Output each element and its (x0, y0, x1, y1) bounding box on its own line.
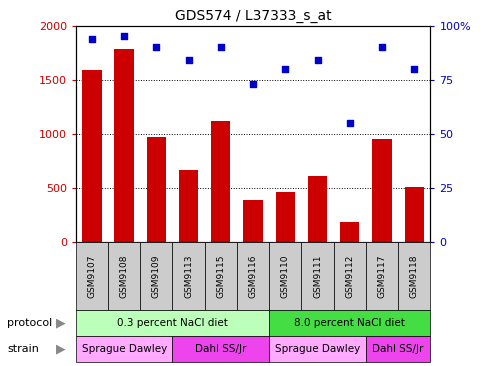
Bar (307, 176, 326, 242)
Bar (211, 121, 230, 242)
Text: Dahl SS/Jr: Dahl SS/Jr (195, 344, 246, 354)
Point (152, 44, 160, 50)
FancyBboxPatch shape (172, 336, 268, 362)
Text: GSM9108: GSM9108 (120, 255, 128, 298)
Bar (404, 187, 423, 242)
Bar (179, 170, 198, 242)
FancyBboxPatch shape (76, 310, 268, 336)
Point (184, 57, 192, 63)
FancyBboxPatch shape (172, 242, 204, 310)
Text: 8.0 percent NaCl diet: 8.0 percent NaCl diet (294, 318, 405, 328)
Point (345, 120, 353, 126)
FancyBboxPatch shape (237, 242, 268, 310)
Text: GSM9118: GSM9118 (409, 255, 418, 298)
FancyBboxPatch shape (365, 242, 397, 310)
Bar (243, 200, 262, 242)
FancyBboxPatch shape (268, 242, 301, 310)
Text: GSM9116: GSM9116 (248, 255, 257, 298)
FancyBboxPatch shape (204, 242, 237, 310)
FancyBboxPatch shape (301, 242, 333, 310)
Text: 0.3 percent NaCl diet: 0.3 percent NaCl diet (117, 318, 227, 328)
Bar (146, 137, 166, 242)
FancyBboxPatch shape (268, 336, 365, 362)
FancyBboxPatch shape (268, 310, 429, 336)
Text: ▶: ▶ (56, 343, 66, 356)
Text: GSM9113: GSM9113 (183, 255, 193, 298)
Text: protocol: protocol (7, 318, 53, 328)
FancyBboxPatch shape (397, 242, 429, 310)
Text: GSM9107: GSM9107 (87, 255, 96, 298)
Text: GSM9112: GSM9112 (345, 255, 353, 298)
Text: GSM9109: GSM9109 (152, 255, 161, 298)
Point (217, 44, 224, 50)
FancyBboxPatch shape (140, 242, 172, 310)
Text: GSM9117: GSM9117 (377, 255, 386, 298)
Text: strain: strain (7, 344, 39, 354)
Text: ▶: ▶ (56, 317, 66, 330)
Text: Sprague Dawley: Sprague Dawley (274, 344, 359, 354)
Point (248, 81, 257, 87)
Title: GDS574 / L37333_s_at: GDS574 / L37333_s_at (174, 9, 331, 23)
Bar (339, 222, 359, 242)
FancyBboxPatch shape (333, 242, 365, 310)
Bar (275, 193, 294, 242)
Bar (114, 49, 134, 242)
Point (313, 57, 321, 63)
FancyBboxPatch shape (76, 336, 172, 362)
Text: Dahl SS/Jr: Dahl SS/Jr (372, 344, 423, 354)
Text: GSM9111: GSM9111 (312, 255, 322, 298)
FancyBboxPatch shape (365, 336, 429, 362)
Bar (82, 70, 102, 242)
Point (409, 66, 417, 72)
Text: GSM9115: GSM9115 (216, 255, 225, 298)
Point (281, 66, 288, 72)
FancyBboxPatch shape (108, 242, 140, 310)
Text: Sprague Dawley: Sprague Dawley (81, 344, 166, 354)
Text: GSM9110: GSM9110 (280, 255, 289, 298)
FancyBboxPatch shape (76, 242, 108, 310)
Point (120, 34, 128, 40)
Bar (371, 139, 391, 242)
Point (88, 36, 96, 42)
Point (377, 44, 385, 50)
